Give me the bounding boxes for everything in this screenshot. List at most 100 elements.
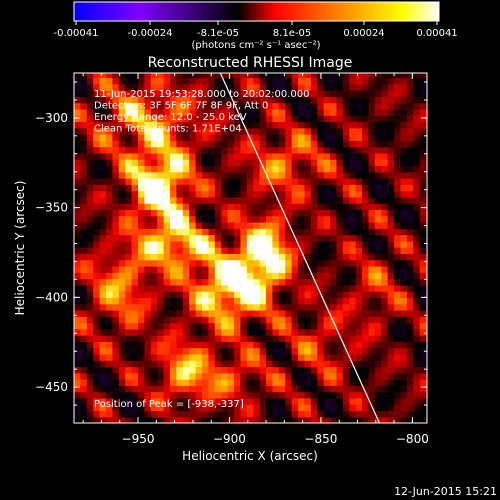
- heatmap-cell: [157, 278, 165, 286]
- heatmap-cell: [355, 121, 363, 129]
- heatmap-cell: [349, 184, 357, 192]
- heatmap-cell: [240, 73, 248, 79]
- heatmap-cell: [394, 353, 402, 361]
- heatmap-cell: [189, 309, 197, 317]
- heatmap-cell: [163, 83, 171, 91]
- y-tick-label: −350: [35, 201, 68, 215]
- heatmap-cell: [406, 309, 414, 317]
- heatmap-cell: [298, 178, 306, 185]
- heatmap-cell: [355, 115, 363, 123]
- heatmap-cell: [368, 284, 376, 292]
- heatmap-cell: [272, 360, 280, 368]
- heatmap-cell: [170, 146, 178, 154]
- heatmap-cell: [125, 372, 133, 380]
- heatmap-cell: [150, 328, 158, 336]
- heatmap-cell: [202, 366, 210, 374]
- heatmap-cell: [106, 178, 114, 185]
- heatmap-cell: [298, 115, 306, 123]
- heatmap-cell: [170, 353, 178, 361]
- heatmap-cell: [202, 397, 210, 405]
- heatmap-cell: [214, 366, 222, 374]
- heatmap-cell: [234, 297, 242, 305]
- heatmap-cell: [310, 247, 318, 254]
- heatmap-cell: [387, 134, 395, 141]
- heatmap-cell: [381, 228, 389, 236]
- heatmap-cell: [214, 391, 222, 399]
- heatmap-cell: [246, 360, 254, 368]
- heatmap-cell: [317, 341, 325, 349]
- heatmap-cell: [336, 121, 344, 129]
- heatmap-cell: [368, 247, 376, 254]
- heatmap-cell: [317, 146, 325, 154]
- heatmap-cell: [74, 316, 81, 324]
- heatmap-cell: [266, 347, 274, 355]
- heatmap-cell: [400, 297, 408, 305]
- heatmap-cell: [336, 353, 344, 361]
- heatmap-cell: [118, 379, 126, 386]
- heatmap-cell: [240, 265, 248, 273]
- heatmap-cell: [234, 265, 242, 273]
- heatmap-cell: [150, 165, 158, 173]
- heatmap-cell: [138, 127, 146, 135]
- heatmap-cell: [234, 247, 242, 254]
- heatmap-cell: [150, 360, 158, 368]
- heatmap-cell: [272, 353, 280, 361]
- heatmap-cell: [208, 379, 216, 386]
- heatmap-cell: [336, 83, 344, 91]
- heatmap-cell: [349, 209, 357, 217]
- heatmap-cell: [317, 253, 325, 261]
- heatmap-cell: [400, 391, 408, 399]
- heatmap-cell: [150, 184, 158, 192]
- y-tick-label: −300: [35, 111, 68, 125]
- heatmap-cell: [150, 221, 158, 229]
- heatmap-cell: [221, 347, 229, 355]
- info-line: Clean Total counts: 1.71E+04: [94, 124, 242, 135]
- heatmap-cell: [80, 121, 88, 129]
- heatmap-cell: [125, 134, 133, 141]
- heatmap-cell: [93, 353, 101, 361]
- heatmap-cell: [291, 366, 299, 374]
- heatmap-cell: [144, 303, 152, 311]
- heatmap-cell: [272, 152, 280, 160]
- heatmap-cell: [272, 372, 280, 380]
- heatmap-cell: [86, 134, 94, 141]
- heatmap-cell: [227, 102, 235, 110]
- heatmap-cell: [170, 416, 178, 423]
- heatmap-cell: [394, 102, 402, 110]
- heatmap-cell: [304, 90, 312, 97]
- heatmap-cell: [195, 391, 203, 399]
- heatmap-cell: [278, 391, 286, 399]
- heatmap-cell: [144, 385, 152, 393]
- heatmap-cell: [291, 397, 299, 405]
- heatmap-cell: [157, 341, 165, 349]
- heatmap-cell: [170, 347, 178, 355]
- heatmap-cell: [381, 253, 389, 261]
- heatmap-cell: [131, 309, 139, 317]
- heatmap-cell: [394, 234, 402, 242]
- heatmap-cell: [362, 328, 370, 336]
- heatmap-cell: [387, 265, 395, 273]
- heatmap-cell: [394, 140, 402, 148]
- heatmap-cell: [202, 416, 210, 423]
- heatmap-cell: [394, 316, 402, 324]
- heatmap-cell: [202, 328, 210, 336]
- heatmap-cell: [266, 159, 274, 167]
- heatmap-cell: [189, 178, 197, 185]
- observation-info: 11-Jun-2015 19:53:28.000 to 20:02:00.000…: [94, 89, 310, 135]
- heatmap-cell: [413, 90, 421, 97]
- heatmap-cell: [144, 284, 152, 292]
- heatmap-cell: [387, 73, 395, 79]
- heatmap-cell: [240, 353, 248, 361]
- heatmap-cell: [342, 291, 350, 298]
- heatmap-cell: [310, 159, 318, 167]
- heatmap-cell: [182, 397, 190, 405]
- heatmap-cell: [259, 366, 267, 374]
- colorbar-tick-label: -0.00041: [54, 28, 99, 39]
- heatmap-cell: [381, 297, 389, 305]
- heatmap-cell: [355, 397, 363, 405]
- heatmap-cell: [221, 284, 229, 292]
- heatmap-cell: [234, 416, 242, 423]
- heatmap-cell: [221, 152, 229, 160]
- heatmap-cell: [157, 152, 165, 160]
- heatmap-cell: [234, 83, 242, 91]
